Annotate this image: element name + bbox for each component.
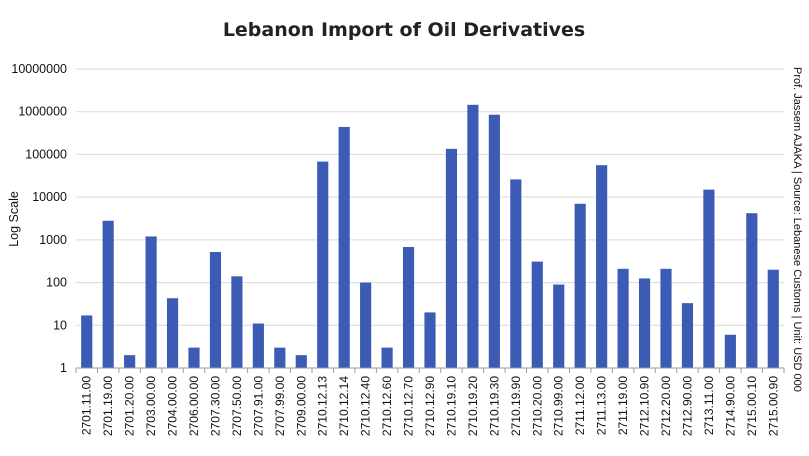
bar [231,276,243,368]
bar [317,161,329,368]
x-tick-label: 2701.19.00 [101,376,115,436]
bar [402,247,415,368]
bar [488,114,500,369]
y-tick-label: 10000 [32,190,67,204]
x-tick-label: 2710.12.14 [337,376,351,436]
x-axis-ticks: 2701.11.00 2701.19.00 2701.20.00 2703.00.00… [75,368,785,436]
bar [510,179,522,368]
y-tick-label: 1 [60,361,67,375]
x-tick-label: 2707.99.00 [273,376,287,436]
x-tick-label: 2710.20.00 [530,376,544,436]
y-tick-label: 100 [46,276,67,290]
x-tick-label: 2714.90.00 [723,376,737,436]
bar [553,284,565,368]
bar [381,347,393,368]
x-tick-label: 2703.00.00 [144,376,158,436]
bar [124,355,136,368]
x-tick-label: 2710.99.00 [552,376,566,436]
y-axis-label: Log Scale [7,191,21,247]
chart-title: Lebanon Import of Oil Derivatives [223,19,585,41]
bar [102,220,114,368]
y-tick-label: 100000 [25,147,67,161]
bar [166,298,179,368]
x-tick-label: 2712.90.00 [680,376,694,436]
x-tick-label: 2710.12.13 [316,376,330,436]
bar [660,268,672,368]
x-tick-label: 2710.12.70 [402,376,416,436]
x-tick-label: 2711.13.00 [595,376,609,435]
bar [596,165,608,368]
x-tick-label: 2704.00.00 [166,376,180,436]
x-tick-label: 2710.19.20 [466,376,480,436]
bar [638,278,651,368]
x-tick-label: 2710.12.40 [359,376,373,436]
bar [746,213,758,368]
bar [188,347,200,368]
x-tick-label: 2710.12.90 [423,376,437,436]
bar [360,282,372,368]
x-tick-label: 2710.12.60 [380,376,394,436]
bar [81,315,93,368]
bar [424,312,436,368]
x-tick-label: 2707.30.00 [208,376,222,436]
x-tick-label: 2711.19.00 [616,376,630,435]
y-axis-ticks: 1 10 100 1000 10000 100000 1000000 10000000 [11,62,67,375]
x-tick-label: 2712.20.00 [659,376,673,436]
bar [467,104,479,368]
bar [724,334,736,368]
bar [274,347,286,368]
gridlines [76,68,784,326]
x-tick-label: 2712.10.90 [638,376,652,436]
x-tick-label: 2701.11.00 [80,376,94,435]
bar [681,303,694,368]
x-tick-label: 2710.19.30 [487,376,501,436]
y-tick-label: 1000 [39,233,67,247]
source-note: Prof. Jassem AJAKA | Source: Lebanese Cu… [791,67,803,392]
x-tick-label: 2710.19.10 [444,376,458,436]
x-tick-label: 2701.20.00 [123,376,137,436]
x-tick-label: 2713.11.00 [702,376,716,435]
y-tick-label: 1000000 [18,105,67,119]
x-tick-label: 2707.50.00 [230,376,244,436]
bar [295,355,307,368]
y-tick-label: 10 [53,318,67,332]
x-tick-label: 2715.00.90 [766,376,780,436]
bar [703,189,715,368]
bar [617,268,629,368]
bar [209,251,222,368]
x-tick-label: 2710.19.90 [509,376,523,436]
bar [338,126,350,369]
bar [574,203,586,368]
bar [445,148,458,368]
bar [145,236,157,368]
y-tick-label: 10000000 [11,62,67,76]
x-tick-label: 2715.00.10 [745,376,759,436]
bar [252,323,264,368]
x-tick-label: 2707.91.00 [251,376,265,436]
bar [531,261,543,368]
x-tick-label: 2711.12.00 [573,376,587,435]
x-tick-label: 2709.00.00 [294,376,308,436]
x-tick-label: 2706.00.00 [187,376,201,436]
bars [81,104,779,369]
bar [767,269,779,368]
